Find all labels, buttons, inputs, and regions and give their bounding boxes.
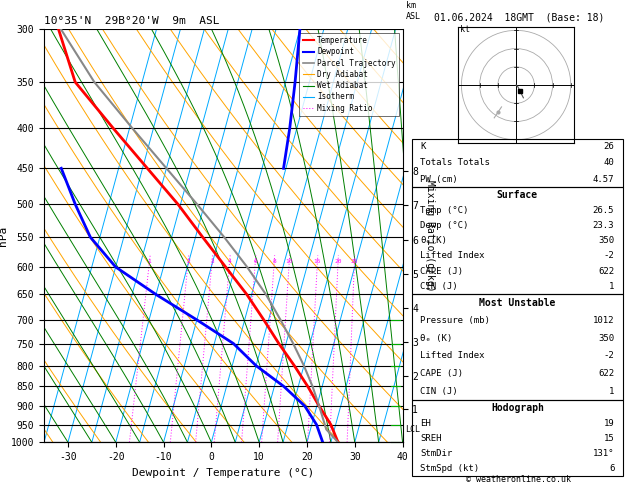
Bar xyxy=(412,139,623,188)
Y-axis label: hPa: hPa xyxy=(0,226,8,246)
Y-axis label: Mixing Ratio (g/kg): Mixing Ratio (g/kg) xyxy=(425,180,435,292)
Text: 20: 20 xyxy=(334,259,342,264)
Text: CAPE (J): CAPE (J) xyxy=(420,369,464,378)
Bar xyxy=(412,400,623,476)
Bar xyxy=(412,188,623,294)
Text: km
ASL: km ASL xyxy=(406,1,421,21)
Text: 1: 1 xyxy=(609,387,615,396)
Text: 19: 19 xyxy=(604,418,615,428)
Text: 23.3: 23.3 xyxy=(593,221,615,230)
Bar xyxy=(412,294,623,400)
Text: Dewp (°C): Dewp (°C) xyxy=(420,221,469,230)
Text: 15: 15 xyxy=(314,259,321,264)
Text: 622: 622 xyxy=(598,267,615,276)
Text: Surface: Surface xyxy=(497,190,538,200)
Text: 4: 4 xyxy=(228,259,231,264)
Text: CIN (J): CIN (J) xyxy=(420,387,458,396)
Text: 6: 6 xyxy=(253,259,257,264)
Text: SREH: SREH xyxy=(420,434,442,443)
Text: LCL: LCL xyxy=(405,425,420,434)
Text: EH: EH xyxy=(420,418,431,428)
Text: 25: 25 xyxy=(351,259,358,264)
Text: K: K xyxy=(420,142,426,151)
Text: CAPE (J): CAPE (J) xyxy=(420,267,464,276)
Text: 4.57: 4.57 xyxy=(593,175,615,184)
Text: Most Unstable: Most Unstable xyxy=(479,298,555,308)
Text: 01.06.2024  18GMT  (Base: 18): 01.06.2024 18GMT (Base: 18) xyxy=(434,12,604,22)
Text: PW (cm): PW (cm) xyxy=(420,175,458,184)
X-axis label: Dewpoint / Temperature (°C): Dewpoint / Temperature (°C) xyxy=(132,468,314,478)
Text: 131°: 131° xyxy=(593,449,615,458)
Text: Lifted Index: Lifted Index xyxy=(420,251,485,260)
Text: -2: -2 xyxy=(604,351,615,361)
Text: StmSpd (kt): StmSpd (kt) xyxy=(420,464,479,473)
Text: -2: -2 xyxy=(604,251,615,260)
Text: 26.5: 26.5 xyxy=(593,206,615,215)
Text: 1: 1 xyxy=(148,259,152,264)
Text: 40: 40 xyxy=(604,158,615,168)
Text: Temp (°C): Temp (°C) xyxy=(420,206,469,215)
Text: 15: 15 xyxy=(604,434,615,443)
Text: Hodograph: Hodograph xyxy=(491,403,544,413)
Text: Pressure (mb): Pressure (mb) xyxy=(420,316,490,325)
Text: CIN (J): CIN (J) xyxy=(420,282,458,291)
Text: 10: 10 xyxy=(286,259,293,264)
Legend: Temperature, Dewpoint, Parcel Trajectory, Dry Adiabat, Wet Adiabat, Isotherm, Mi: Temperature, Dewpoint, Parcel Trajectory… xyxy=(299,33,399,116)
Text: Lifted Index: Lifted Index xyxy=(420,351,485,361)
Text: 8: 8 xyxy=(272,259,276,264)
Text: 26: 26 xyxy=(604,142,615,151)
Text: 6: 6 xyxy=(609,464,615,473)
Text: 622: 622 xyxy=(598,369,615,378)
Text: 2: 2 xyxy=(186,259,190,264)
Text: Totals Totals: Totals Totals xyxy=(420,158,490,168)
Text: StmDir: StmDir xyxy=(420,449,453,458)
Text: 1: 1 xyxy=(609,282,615,291)
Text: kt: kt xyxy=(460,25,470,34)
Text: θₑ (K): θₑ (K) xyxy=(420,334,453,343)
Text: © weatheronline.co.uk: © weatheronline.co.uk xyxy=(467,474,571,484)
Text: 1012: 1012 xyxy=(593,316,615,325)
Text: θₑ(K): θₑ(K) xyxy=(420,236,447,245)
Text: 350: 350 xyxy=(598,334,615,343)
Text: 10°35'N  29B°20'W  9m  ASL: 10°35'N 29B°20'W 9m ASL xyxy=(44,16,220,26)
Text: 350: 350 xyxy=(598,236,615,245)
Text: 3: 3 xyxy=(210,259,214,264)
